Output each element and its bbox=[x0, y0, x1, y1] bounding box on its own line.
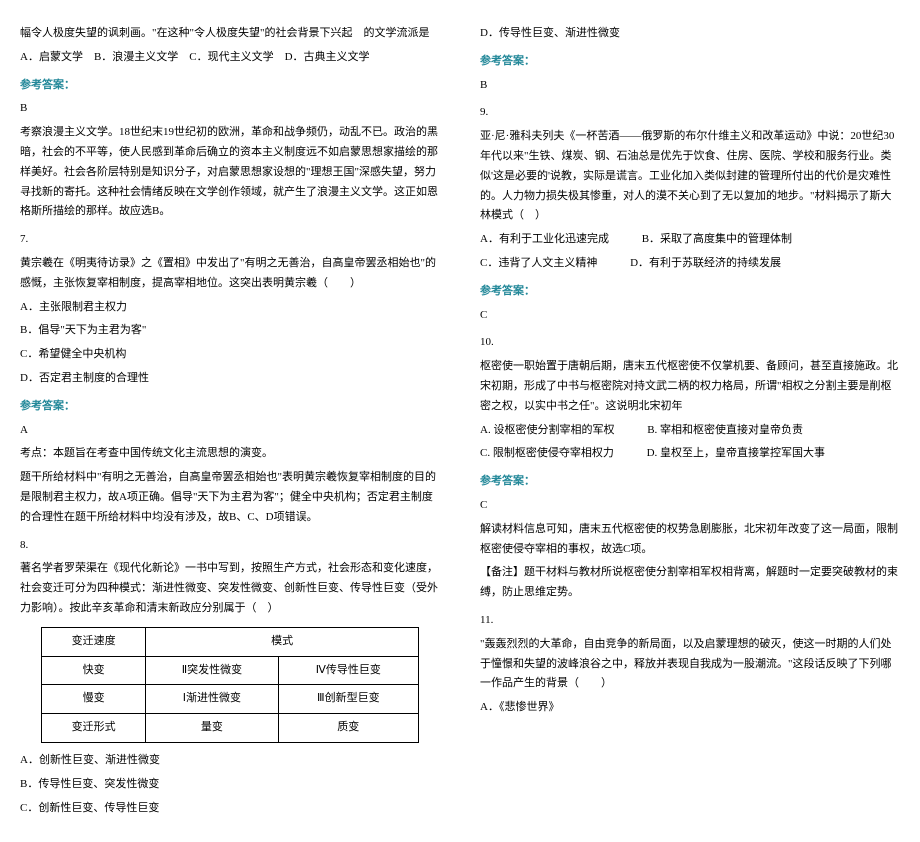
right-column: D．传导性巨变、渐进性微变 参考答案： B 9. 亚·尼·雅科夫列夫《一杯苦酒—… bbox=[480, 20, 900, 822]
table-row: 变迁形式 量变 质变 bbox=[42, 714, 419, 743]
q10-number: 10. bbox=[480, 333, 900, 353]
table-row: 快变 Ⅱ突发性微变 Ⅳ传导性巨变 bbox=[42, 656, 419, 685]
q8-stem: 著名学者罗荣渠在《现代化新论》一书中写到，按照生产方式，社会形态和变化速度，社会… bbox=[20, 559, 440, 618]
q10-option-b: B. 宰相和枢密使直接对皇帝负责 bbox=[647, 421, 803, 441]
q7-option-b: B．倡导"天下为主君为客" bbox=[20, 321, 440, 341]
q8-option-d: D．传导性巨变、渐进性微变 bbox=[480, 24, 900, 44]
table-row: 慢变 Ⅰ渐进性微变 Ⅲ创新型巨变 bbox=[42, 685, 419, 714]
table-cell: 慢变 bbox=[42, 685, 146, 714]
q10-answer: C bbox=[480, 496, 900, 516]
q7-stem: 黄宗羲在《明夷待访录》之《置相》中发出了"有明之无善治，自高皇帝罢丞相始也"的感… bbox=[20, 254, 440, 294]
q10-option-a: A. 设枢密使分割宰相的军权 bbox=[480, 421, 614, 441]
q7-answer: A bbox=[20, 421, 440, 441]
q6-options: A．启蒙文学 B．浪漫主义文学 C．现代主义文学 D．古典主义文学 bbox=[20, 48, 440, 68]
q9-answer: C bbox=[480, 306, 900, 326]
q11-number: 11. bbox=[480, 611, 900, 631]
left-column: 幅令人极度失望的讽刺画。"在这种"令人极度失望"的社会背景下兴起 的文学流派是 … bbox=[20, 20, 440, 822]
table-cell: Ⅱ突发性微变 bbox=[146, 656, 278, 685]
q10-options-row1: A. 设枢密使分割宰相的军权 B. 宰相和枢密使直接对皇帝负责 bbox=[480, 421, 900, 441]
q10-options-row2: C. 限制枢密使侵夺宰相权力 D. 皇权至上，皇帝直接掌控军国大事 bbox=[480, 444, 900, 464]
table-cell: 模式 bbox=[146, 627, 419, 656]
q7-number: 7. bbox=[20, 230, 440, 250]
answer-label: 参考答案： bbox=[480, 52, 900, 72]
answer-label: 参考答案： bbox=[480, 472, 900, 492]
q9-option-a: A．有利于工业化迅速完成 bbox=[480, 230, 609, 250]
q10-explanation-1: 解读材料信息可知，唐末五代枢密使的权势急剧膨胀，北宋初年改变了这一局面，限制枢密… bbox=[480, 520, 900, 560]
q9-option-d: D．有利于苏联经济的持续发展 bbox=[630, 254, 781, 274]
q11-stem: "轰轰烈烈的大革命，自由竞争的新局面，以及启蒙理想的破灭，使这一时期的人们处于憧… bbox=[480, 635, 900, 694]
q7-explanation-1: 考点：本题旨在考查中国传统文化主流思想的演变。 bbox=[20, 444, 440, 464]
answer-label: 参考答案： bbox=[20, 397, 440, 417]
q9-number: 9. bbox=[480, 103, 900, 123]
q10-option-d: D. 皇权至上，皇帝直接掌控军国大事 bbox=[647, 444, 825, 464]
table-cell: Ⅲ创新型巨变 bbox=[278, 685, 418, 714]
q6-intro: 幅令人极度失望的讽刺画。"在这种"令人极度失望"的社会背景下兴起 的文学流派是 bbox=[20, 24, 440, 44]
answer-label: 参考答案： bbox=[20, 76, 440, 96]
q6-explanation: 考察浪漫主义文学。18世纪末19世纪初的欧洲，革命和战争频仍，动乱不已。政治的黑… bbox=[20, 123, 440, 222]
table-cell: Ⅰ渐进性微变 bbox=[146, 685, 278, 714]
table-cell: 快变 bbox=[42, 656, 146, 685]
q10-option-c: C. 限制枢密使侵夺宰相权力 bbox=[480, 444, 614, 464]
q6-answer: B bbox=[20, 99, 440, 119]
q8-number: 8. bbox=[20, 536, 440, 556]
q8-option-c: C．创新性巨变、传导性巨变 bbox=[20, 799, 440, 819]
answer-label: 参考答案： bbox=[480, 282, 900, 302]
q8-table: 变迁速度 模式 快变 Ⅱ突发性微变 Ⅳ传导性巨变 慢变 Ⅰ渐进性微变 Ⅲ创新型巨… bbox=[41, 627, 419, 743]
q8-answer: B bbox=[480, 76, 900, 96]
q10-explanation-2: 【备注】题干材料与教材所说枢密使分割宰相军权相背离，解题时一定要突破教材的束缚，… bbox=[480, 563, 900, 603]
q9-option-c: C．违背了人文主义精神 bbox=[480, 254, 597, 274]
table-cell: 变迁形式 bbox=[42, 714, 146, 743]
q7-option-a: A．主张限制君主权力 bbox=[20, 298, 440, 318]
q7-option-d: D．否定君主制度的合理性 bbox=[20, 369, 440, 389]
table-cell: Ⅳ传导性巨变 bbox=[278, 656, 418, 685]
q11-option-a: A．《悲惨世界》 bbox=[480, 698, 900, 718]
q9-options-row2: C．违背了人文主义精神 D．有利于苏联经济的持续发展 bbox=[480, 254, 900, 274]
table-cell: 变迁速度 bbox=[42, 627, 146, 656]
table-cell: 量变 bbox=[146, 714, 278, 743]
table-cell: 质变 bbox=[278, 714, 418, 743]
q8-option-b: B．传导性巨变、突发性微变 bbox=[20, 775, 440, 795]
q7-option-c: C．希望健全中央机构 bbox=[20, 345, 440, 365]
q7-explanation-2: 题干所给材料中"有明之无善治，自高皇帝罢丞相始也"表明黄宗羲恢复宰相制度的目的是… bbox=[20, 468, 440, 527]
q9-option-b: B．采取了高度集中的管理体制 bbox=[642, 230, 792, 250]
q8-option-a: A．创新性巨变、渐进性微变 bbox=[20, 751, 440, 771]
q10-stem: 枢密使一职始置于唐朝后期，唐末五代枢密使不仅掌机要、备顾问，甚至直接施政。北宋初… bbox=[480, 357, 900, 416]
q9-stem: 亚·尼·雅科夫列夫《一杯苦酒——俄罗斯的布尔什维主义和改革运动》中说：20世纪3… bbox=[480, 127, 900, 226]
q9-options-row1: A．有利于工业化迅速完成 B．采取了高度集中的管理体制 bbox=[480, 230, 900, 250]
table-row: 变迁速度 模式 bbox=[42, 627, 419, 656]
